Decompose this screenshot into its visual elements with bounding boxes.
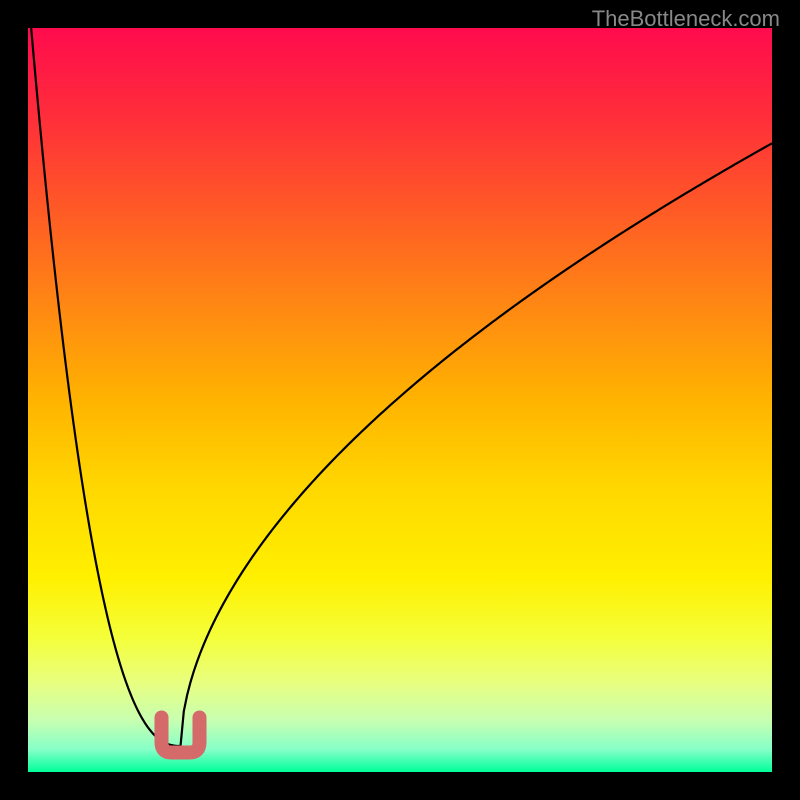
chart-frame: TheBottleneck.com bbox=[0, 0, 800, 800]
plot-area bbox=[28, 28, 772, 772]
gradient-background bbox=[28, 28, 772, 772]
plot-svg bbox=[28, 28, 772, 772]
watermark-text: TheBottleneck.com bbox=[592, 6, 780, 32]
